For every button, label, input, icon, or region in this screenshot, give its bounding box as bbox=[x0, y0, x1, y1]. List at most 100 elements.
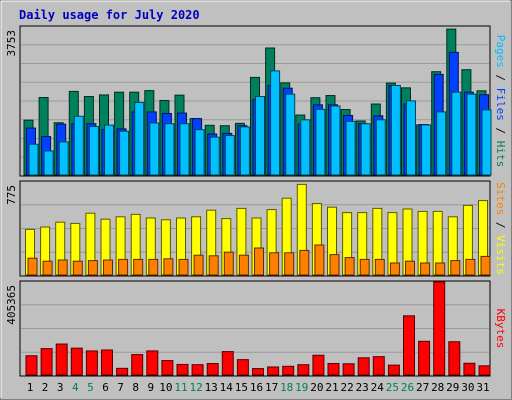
hits-files-pages-legend: Pages / Files / Hits bbox=[494, 35, 507, 168]
sites-visits-panel bbox=[19, 180, 491, 277]
x-tick-day-15: 15 bbox=[235, 381, 248, 394]
bar-kbytes-day-2 bbox=[40, 348, 53, 376]
bar-kbytes-day-3 bbox=[55, 343, 68, 376]
bar-kbytes-day-27 bbox=[418, 340, 431, 376]
bar-sites-day-12 bbox=[193, 254, 204, 276]
bar-pages-day-7 bbox=[119, 130, 130, 176]
bar-pages-day-17 bbox=[270, 70, 281, 176]
bar-kbytes-day-17 bbox=[267, 366, 280, 376]
bar-pages-day-3 bbox=[58, 141, 69, 176]
bar-pages-day-10 bbox=[164, 123, 175, 176]
x-tick-day-17: 17 bbox=[265, 381, 278, 394]
bar-pages-day-13 bbox=[209, 136, 220, 176]
bar-sites-day-16 bbox=[254, 247, 264, 276]
bar-kbytes-day-11 bbox=[176, 363, 189, 376]
sites-visits-legend: Sites / Visits bbox=[494, 182, 507, 275]
bar-pages-day-2 bbox=[43, 150, 54, 176]
x-tick-day-2: 2 bbox=[42, 381, 49, 394]
x-tick-day-6: 6 bbox=[102, 381, 109, 394]
bar-kbytes-day-14 bbox=[221, 351, 234, 376]
bar-kbytes-day-8 bbox=[131, 354, 144, 376]
bar-pages-day-1 bbox=[28, 143, 39, 176]
x-tick-day-5: 5 bbox=[87, 381, 94, 394]
x-tick-day-26: 26 bbox=[401, 381, 414, 394]
bar-sites-day-24 bbox=[374, 258, 385, 276]
bar-pages-day-24 bbox=[375, 119, 386, 176]
bar-sites-day-3 bbox=[57, 259, 68, 276]
bar-sites-day-29 bbox=[450, 260, 461, 276]
bar-pages-day-19 bbox=[300, 119, 311, 176]
bar-sites-day-8 bbox=[133, 258, 144, 276]
bar-sites-day-18 bbox=[284, 252, 295, 276]
x-tick-day-24: 24 bbox=[371, 381, 385, 394]
bar-kbytes-day-1 bbox=[25, 355, 38, 376]
x-tick-day-30: 30 bbox=[461, 381, 474, 394]
x-tick-day-18: 18 bbox=[280, 381, 293, 394]
hits-files-pages-panel bbox=[19, 25, 492, 177]
bar-sites-day-9 bbox=[148, 258, 159, 276]
bar-pages-day-21 bbox=[330, 105, 341, 176]
bar-kbytes-day-10 bbox=[161, 360, 174, 376]
bar-pages-day-28 bbox=[436, 111, 447, 176]
bar-kbytes-day-19 bbox=[297, 364, 310, 376]
x-tick-day-28: 28 bbox=[431, 381, 444, 394]
bar-sites-day-22 bbox=[344, 257, 355, 276]
bar-sites-day-5 bbox=[87, 260, 98, 276]
bar-kbytes-day-25 bbox=[387, 364, 400, 376]
x-tick-day-1: 1 bbox=[27, 381, 34, 394]
bar-sites-day-4 bbox=[72, 260, 83, 276]
bar-kbytes-day-29 bbox=[448, 341, 461, 376]
visits-ymax-label: 775 bbox=[5, 185, 18, 205]
bar-pages-day-15 bbox=[239, 126, 250, 176]
x-tick-day-22: 22 bbox=[340, 381, 353, 394]
bar-pages-day-30 bbox=[466, 93, 477, 176]
bar-kbytes-day-15 bbox=[236, 359, 249, 376]
bar-kbytes-day-12 bbox=[191, 364, 204, 376]
x-tick-day-16: 16 bbox=[250, 381, 263, 394]
bar-sites-day-1 bbox=[27, 257, 38, 276]
x-tick-day-31: 31 bbox=[476, 381, 489, 394]
bar-kbytes-day-28 bbox=[433, 281, 446, 376]
bar-pages-day-16 bbox=[255, 96, 265, 176]
bar-sites-day-17 bbox=[269, 252, 280, 276]
x-tick-day-20: 20 bbox=[310, 381, 323, 394]
x-tick-day-9: 9 bbox=[147, 381, 154, 394]
bar-sites-day-23 bbox=[359, 258, 370, 276]
x-tick-day-23: 23 bbox=[356, 381, 369, 394]
bar-sites-day-2 bbox=[42, 260, 53, 276]
bar-sites-day-25 bbox=[389, 262, 400, 276]
bar-pages-day-31 bbox=[481, 109, 492, 176]
bar-kbytes-day-23 bbox=[357, 357, 370, 376]
bar-sites-day-10 bbox=[163, 258, 174, 276]
kbytes-ymax-label: 405365 bbox=[5, 285, 18, 325]
x-tick-day-4: 4 bbox=[72, 381, 79, 394]
bar-sites-day-19 bbox=[299, 249, 310, 276]
bar-sites-day-30 bbox=[465, 258, 476, 276]
x-tick-day-27: 27 bbox=[416, 381, 429, 394]
bar-sites-day-26 bbox=[405, 260, 415, 276]
bar-kbytes-day-6 bbox=[101, 349, 113, 376]
bar-pages-day-18 bbox=[285, 93, 296, 176]
x-tick-day-8: 8 bbox=[132, 381, 139, 394]
x-tick-day-7: 7 bbox=[117, 381, 124, 394]
bar-sites-day-31 bbox=[480, 255, 491, 276]
bar-sites-day-15 bbox=[238, 254, 249, 276]
x-tick-day-14: 14 bbox=[220, 381, 234, 394]
bar-pages-day-6 bbox=[104, 124, 114, 176]
x-tick-day-29: 29 bbox=[446, 381, 459, 394]
x-tick-day-21: 21 bbox=[325, 381, 338, 394]
bar-pages-day-5 bbox=[88, 125, 99, 176]
x-tick-day-25: 25 bbox=[386, 381, 399, 394]
x-tick-day-11: 11 bbox=[174, 381, 187, 394]
bar-kbytes-day-26 bbox=[403, 315, 415, 376]
bar-sites-day-20 bbox=[314, 244, 325, 276]
bar-sites-day-13 bbox=[208, 255, 219, 276]
bar-kbytes-day-4 bbox=[70, 347, 83, 376]
bar-kbytes-day-18 bbox=[282, 365, 295, 376]
bar-pages-day-14 bbox=[224, 135, 235, 176]
x-axis-day-labels: 1 2 3 4 5 6 7 8 9 10 11 12 13 14 15 16 17 18 19 20 21 22 23 24 2… bbox=[27, 381, 490, 394]
x-tick-day-19: 19 bbox=[295, 381, 308, 394]
bar-pages-day-27 bbox=[421, 124, 432, 176]
